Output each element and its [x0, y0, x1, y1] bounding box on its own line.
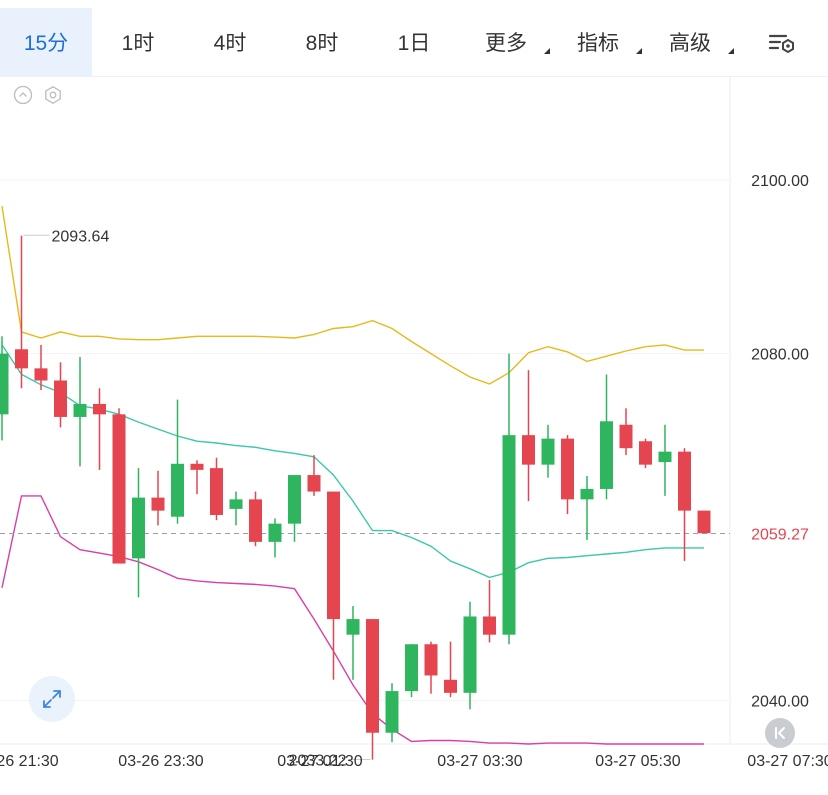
- candle-body[interactable]: [619, 424, 633, 449]
- current-price-label: 2059.27: [751, 526, 809, 543]
- dropdown-caret-icon: [544, 48, 550, 54]
- candle-body[interactable]: [34, 368, 48, 381]
- candle-body[interactable]: [190, 463, 204, 470]
- chart-canvas[interactable]: 2100.00 2080.00 2040.00 2059.27 2093.64 2033.…: [0, 76, 828, 790]
- dropdown-caret-icon: [636, 48, 642, 54]
- candle-body[interactable]: [210, 468, 223, 515]
- x-tick-label: 03-27 05:30: [595, 753, 681, 770]
- candle-body[interactable]: [385, 691, 399, 733]
- tab-label: 4时: [213, 32, 247, 55]
- tab-label: 指标: [577, 32, 619, 55]
- candle-body[interactable]: [54, 380, 67, 417]
- candle-body[interactable]: [561, 438, 574, 500]
- indicator-mini-icons: [13, 85, 63, 105]
- candle-body[interactable]: [444, 679, 457, 693]
- x-tick-label: 03-26 21:30: [0, 753, 59, 770]
- chevron-up-circle-icon[interactable]: [13, 85, 33, 105]
- tab-label: 更多: [485, 32, 527, 55]
- tab-1[interactable]: 1时: [92, 8, 184, 76]
- candle-body[interactable]: [112, 414, 126, 564]
- candle-body[interactable]: [405, 644, 418, 692]
- candle-body[interactable]: [580, 488, 594, 500]
- candle-body[interactable]: [93, 403, 106, 415]
- candle-body[interactable]: [307, 475, 321, 492]
- x-tick-label: 03-27 03:30: [437, 753, 523, 770]
- tab-6[interactable]: 指标: [552, 8, 644, 76]
- tab-4[interactable]: 1日: [368, 8, 460, 76]
- candle-body[interactable]: [249, 499, 262, 542]
- candle-body[interactable]: [522, 435, 535, 465]
- y-tick-label: 2040.00: [751, 694, 809, 711]
- candle-body[interactable]: [502, 435, 516, 635]
- tab-0[interactable]: 15分: [0, 8, 92, 76]
- candle-body[interactable]: [327, 491, 340, 620]
- candle-body[interactable]: [600, 421, 613, 489]
- jump-to-latest-button[interactable]: [765, 718, 795, 748]
- candle-body[interactable]: [73, 403, 87, 417]
- y-tick-label: 2100.00: [751, 173, 809, 190]
- bollinger-upper-line: [1, 205, 704, 385]
- candle-body[interactable]: [268, 523, 282, 542]
- jump-to-latest-icon: [775, 727, 785, 739]
- tab-label: 高级: [669, 32, 711, 55]
- tab-7[interactable]: 高级: [644, 8, 736, 76]
- candle-body[interactable]: [171, 463, 184, 517]
- chart-settings-icon: [768, 34, 794, 54]
- high-marker-label: 2093.64: [52, 228, 110, 245]
- candle-body[interactable]: [346, 619, 360, 635]
- candlestick-chart[interactable]: 2100.00 2080.00 2040.00 2059.27 2093.64 2033.…: [0, 76, 828, 790]
- candle-body[interactable]: [15, 349, 28, 369]
- y-tick-label: 2080.00: [751, 347, 809, 364]
- candle-body[interactable]: [424, 644, 438, 676]
- candle-body[interactable]: [151, 497, 165, 511]
- chart-settings-button[interactable]: [768, 31, 796, 55]
- dropdown-caret-icon: [728, 48, 734, 54]
- tab-label: 8时: [305, 32, 339, 55]
- x-tick-label: 03-26 23:30: [118, 753, 204, 770]
- candle-body[interactable]: [697, 510, 711, 534]
- low-marker-label: 2033.22: [289, 752, 347, 769]
- expand-arrows-icon: [43, 690, 61, 708]
- candle-body[interactable]: [0, 353, 9, 415]
- candle-body[interactable]: [541, 438, 555, 465]
- bollinger-middle-line: [1, 344, 704, 579]
- candle-body[interactable]: [483, 616, 496, 635]
- tab-5[interactable]: 更多: [460, 8, 552, 76]
- tab-label: 15分: [23, 32, 69, 55]
- timeframe-toolbar: 15分 1时 4时 8时 1日 更多 指标 高级: [0, 8, 828, 77]
- candle-body[interactable]: [229, 499, 243, 509]
- candle-body[interactable]: [463, 616, 477, 693]
- candle-body[interactable]: [132, 497, 145, 559]
- x-tick-label: 03-27 07:30: [747, 753, 828, 770]
- candle-body[interactable]: [658, 451, 672, 463]
- candle-body[interactable]: [366, 619, 379, 733]
- candle-body[interactable]: [639, 441, 652, 465]
- tab-label: 1时: [121, 32, 155, 55]
- zoom-button[interactable]: [29, 676, 75, 722]
- candle-body[interactable]: [288, 475, 301, 524]
- candle-body[interactable]: [678, 451, 691, 511]
- tab-label: 1日: [397, 32, 431, 55]
- tab-3[interactable]: 8时: [276, 8, 368, 76]
- tab-2[interactable]: 4时: [184, 8, 276, 76]
- hexagon-settings-icon[interactable]: [43, 85, 63, 105]
- x-tick-label: 03-27 01:30: [277, 753, 363, 770]
